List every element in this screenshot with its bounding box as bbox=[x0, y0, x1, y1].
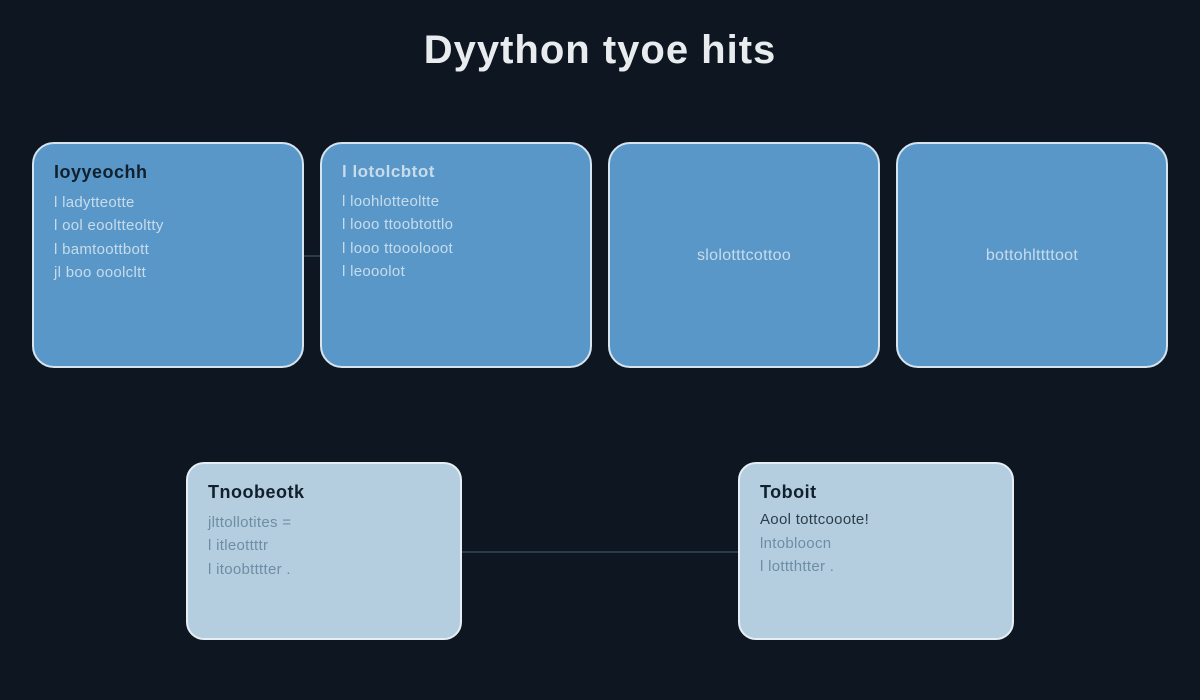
diagram-canvas: Dyython tyoe hits Ioyyeochh l ladytteotte… bbox=[0, 0, 1200, 700]
node-title: l lotolcbtot bbox=[342, 162, 570, 182]
node-title: Ioyyeochh bbox=[54, 162, 282, 183]
node-line: l looo ttoobtottlo bbox=[342, 213, 570, 236]
node-line: l itoobtttter . bbox=[208, 558, 440, 581]
node-line: l bamtoottbott bbox=[54, 238, 282, 261]
node-line: l loohlotteoltte bbox=[342, 190, 570, 213]
node-title: Toboit bbox=[760, 482, 992, 503]
node-line: l lottthtter . bbox=[760, 555, 992, 578]
node-top2: l lotolcbtot l loohlotteolttel looo ttoob… bbox=[320, 142, 592, 368]
node-top3: slolotttcottoo bbox=[608, 142, 880, 368]
node-line: l itleottttr bbox=[208, 534, 440, 557]
edge bbox=[304, 255, 320, 257]
edge bbox=[462, 551, 600, 553]
node-line: bottohlttttoot bbox=[986, 244, 1078, 269]
node-line: jlttollotites = bbox=[208, 511, 440, 534]
node-line: jl boo ooolcltt bbox=[54, 261, 282, 284]
node-title: Tnoobeotk bbox=[208, 482, 440, 503]
node-bottom1: Tnoobeotk jlttollotites =l itleottttrl it… bbox=[186, 462, 462, 640]
node-subtitle: Aool tottcooote! bbox=[760, 511, 992, 528]
diagram-title: Dyython tyoe hits bbox=[424, 28, 777, 73]
node-top4: bottohlttttoot bbox=[896, 142, 1168, 368]
node-line: l ool eooltteoltty bbox=[54, 214, 282, 237]
node-line: l looo ttooolooot bbox=[342, 237, 570, 260]
node-line: l ladytteotte bbox=[54, 191, 282, 214]
node-top1: Ioyyeochh l ladytteottel ool eooltteoltty… bbox=[32, 142, 304, 368]
node-line: slolotttcottoo bbox=[697, 244, 791, 269]
node-line: lntobloocn bbox=[760, 532, 992, 555]
node-bottom2: Toboit Aool tottcooote! lntobloocnl lottth… bbox=[738, 462, 1014, 640]
node-line: l leooolot bbox=[342, 260, 570, 283]
edge bbox=[600, 551, 738, 553]
